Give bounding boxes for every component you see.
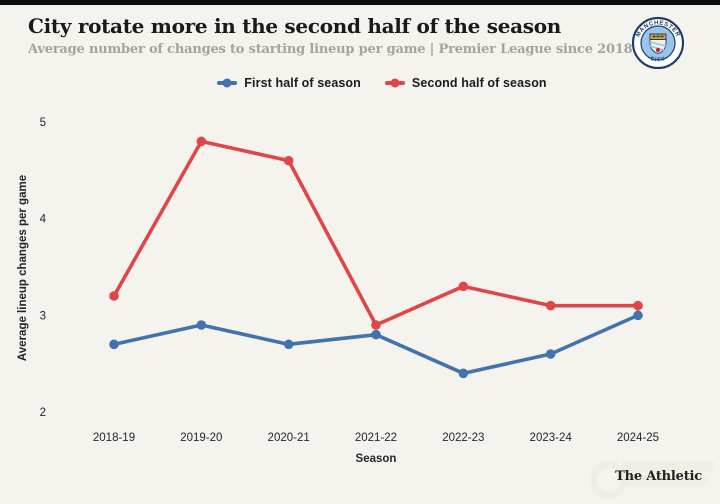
y-tick-label: 3 bbox=[40, 310, 46, 322]
first-half-of-season-point bbox=[109, 339, 119, 350]
x-tick-label: 2020-21 bbox=[268, 432, 310, 444]
athletic-watermark-icon bbox=[590, 461, 628, 499]
y-tick-label: 5 bbox=[40, 117, 46, 129]
legend-label-second-half: Second half of season bbox=[411, 76, 547, 90]
svg-text:CITY: CITY bbox=[649, 56, 666, 64]
manchester-city-badge-icon: MANCHESTER CITY bbox=[631, 16, 685, 70]
second-half-of-season-point bbox=[196, 136, 207, 147]
second-half-of-season-line bbox=[112, 139, 640, 327]
watermark-band bbox=[622, 461, 714, 472]
x-tick-label: 2024-25 bbox=[617, 432, 659, 444]
second-half-of-season-point bbox=[458, 281, 469, 292]
first-half-of-season-point bbox=[545, 349, 556, 359]
y-axis-label: Average lineup changes per game bbox=[17, 174, 29, 362]
x-tick-label: 2023-24 bbox=[530, 432, 573, 444]
y-tick-label: 2 bbox=[40, 407, 46, 419]
x-tick-label: 2018-19 bbox=[93, 432, 135, 444]
first-half-of-season-point bbox=[633, 310, 643, 321]
first-half-of-season-point bbox=[283, 339, 294, 350]
x-axis-label: Season bbox=[355, 453, 397, 465]
watermark-band bbox=[622, 475, 708, 486]
legend-item-first-half: First half of season bbox=[217, 76, 361, 90]
athletic-brand: The Athletic bbox=[615, 469, 702, 484]
chart-legend: First half of season Second half of seas… bbox=[0, 76, 720, 90]
badge-text-bottom: CITY bbox=[649, 56, 665, 64]
first-half-of-season-point bbox=[196, 320, 207, 330]
badge-shield-icon bbox=[649, 33, 667, 54]
second-half-of-season-point bbox=[283, 155, 294, 166]
first-half-of-season-point bbox=[371, 329, 381, 340]
legend-marker-second-half-icon bbox=[384, 78, 405, 88]
second-half-of-season-point bbox=[371, 320, 381, 330]
top-accent-bar bbox=[0, 0, 720, 5]
x-tick-label: 2021-22 bbox=[355, 432, 397, 444]
page-title: City rotate more in the second half of t… bbox=[28, 14, 562, 38]
legend-marker-first-half-icon bbox=[217, 78, 238, 88]
first-half-of-season-point bbox=[458, 368, 469, 379]
x-tick-label: 2019-20 bbox=[180, 432, 222, 444]
y-tick-label: 4 bbox=[40, 214, 47, 226]
second-half-of-season-point bbox=[633, 300, 643, 311]
legend-item-second-half: Second half of season bbox=[384, 76, 547, 90]
page-subtitle: Average number of changes to starting li… bbox=[28, 42, 656, 57]
second-half-of-season-point bbox=[109, 291, 119, 301]
legend-label-first-half: First half of season bbox=[244, 76, 361, 90]
x-tick-label: 2022-23 bbox=[442, 432, 484, 444]
second-half-of-season-point bbox=[545, 300, 556, 311]
